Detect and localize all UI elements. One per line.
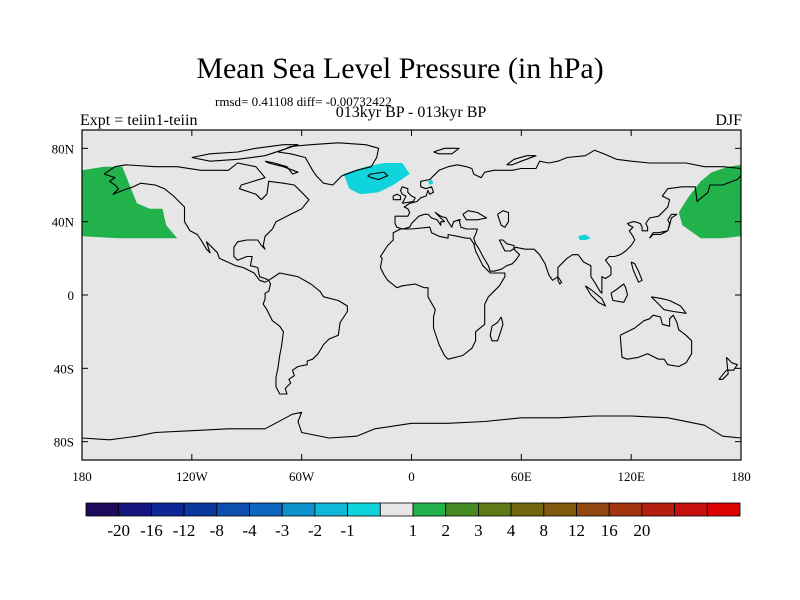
colorbar-swatch	[706, 502, 741, 517]
colorbar-label: -4	[242, 521, 257, 540]
colorbar-swatch	[543, 502, 577, 517]
colorbar-label: 12	[568, 521, 585, 540]
coastline-svalbard	[433, 147, 460, 155]
axis-ticks: 180 120W 60W 0 60E 120E 180 80N 40N 0 40S 80S	[52, 130, 751, 484]
colorbar-swatch	[412, 502, 447, 517]
coastline-eurasia	[394, 149, 742, 294]
colorbar-swatch	[314, 502, 348, 517]
coastline-madagascar	[489, 316, 504, 342]
colorbar-label: -3	[275, 521, 289, 540]
coastline-new-zealand	[718, 356, 738, 380]
coastline-australia	[619, 314, 693, 368]
colorbar: -20 -16 -12 -8 -4 -3 -2 -1 1 2 3 4 8 12 16 20	[85, 502, 741, 540]
coastline-baffin	[264, 160, 299, 175]
coastline-novaya-zemlya	[506, 155, 537, 166]
colorbar-swatch	[249, 502, 283, 517]
colorbar-swatch	[347, 502, 381, 517]
coastline-africa	[379, 226, 506, 360]
coastline-greenland	[277, 142, 380, 186]
colorbar-swatch	[150, 502, 185, 517]
colorbar-label: 2	[441, 521, 450, 540]
colorbar-swatch	[641, 502, 676, 517]
colorbar-label: -20	[107, 521, 130, 540]
colorbar-label: 20	[633, 521, 650, 540]
y-tick-label: 40S	[54, 361, 74, 376]
x-tick-label: 60E	[511, 469, 532, 484]
coastline-north-america	[103, 162, 310, 283]
coastline-antarctica	[81, 411, 742, 441]
anomaly-patch-1	[678, 164, 741, 239]
coastline-black-sea	[462, 210, 488, 221]
y-tick-label: 40N	[52, 215, 75, 230]
map-title: Mean Sea Level Pressure (in hPa)	[196, 52, 604, 85]
colorbar-label: 4	[507, 521, 516, 540]
x-tick-label: 120W	[176, 469, 209, 484]
y-tick-label: 80N	[52, 141, 75, 156]
season-label: DJF	[715, 112, 742, 129]
experiment-label: Expt = teiin1-teiin	[80, 112, 198, 129]
colorbar-label: -2	[308, 521, 322, 540]
coastline-south-america	[262, 272, 348, 395]
colorbar-swatch	[477, 502, 512, 517]
colorbar-swatch	[183, 502, 218, 517]
coastline-philippines	[630, 261, 643, 283]
anomaly-patch-0	[82, 166, 178, 239]
map-plot-area	[82, 130, 741, 460]
coastline-ireland	[392, 193, 402, 201]
y-tick-label: 80S	[54, 435, 74, 450]
coastline-japan	[649, 213, 678, 239]
colorbar-label: 3	[474, 521, 483, 540]
colorbar-label: 8	[540, 521, 549, 540]
coastline-arctic-islands	[191, 144, 299, 162]
coastline-new-guinea	[650, 296, 687, 314]
colorbar-label: 1	[409, 521, 418, 540]
coastline-sumatra	[584, 285, 607, 307]
colorbar-swatch	[674, 502, 708, 517]
rmsd-diff-subtitle: rmsd= 0.41108 diff= -0.00732422	[215, 94, 392, 109]
period-label: 013kyr BP - 013kyr BP	[335, 104, 487, 121]
x-tick-label: 0	[408, 469, 415, 484]
coastline-layer	[81, 142, 742, 441]
anomaly-patch-3	[428, 179, 434, 185]
colorbar-label: -8	[210, 521, 224, 540]
coastline-sri-lanka	[557, 276, 563, 285]
coastline-iceland	[367, 171, 389, 181]
colorbar-swatch	[379, 502, 414, 517]
colorbar-swatch	[445, 502, 479, 517]
colorbar-swatch	[281, 502, 316, 517]
coastline-caspian	[496, 210, 510, 228]
x-tick-label: 60W	[289, 469, 315, 484]
colorbar-swatch	[576, 502, 610, 517]
colorbar-swatch	[85, 502, 120, 517]
colorbar-swatch	[118, 502, 152, 517]
colorbar-swatch	[510, 502, 545, 517]
coastline-borneo	[610, 283, 629, 303]
colorbar-swatch	[608, 502, 643, 517]
x-tick-label: 180	[72, 469, 92, 484]
coastline-britain	[399, 186, 416, 204]
colorbar-label: -1	[341, 521, 355, 540]
colorbar-label: 16	[601, 521, 618, 540]
x-tick-label: 180	[731, 469, 751, 484]
colorbar-label: -12	[173, 521, 196, 540]
y-tick-label: 0	[68, 288, 75, 303]
colorbar-label: -16	[140, 521, 163, 540]
colorbar-swatch	[216, 502, 250, 517]
anomaly-patch-4	[578, 234, 591, 240]
x-tick-label: 120E	[617, 469, 645, 484]
